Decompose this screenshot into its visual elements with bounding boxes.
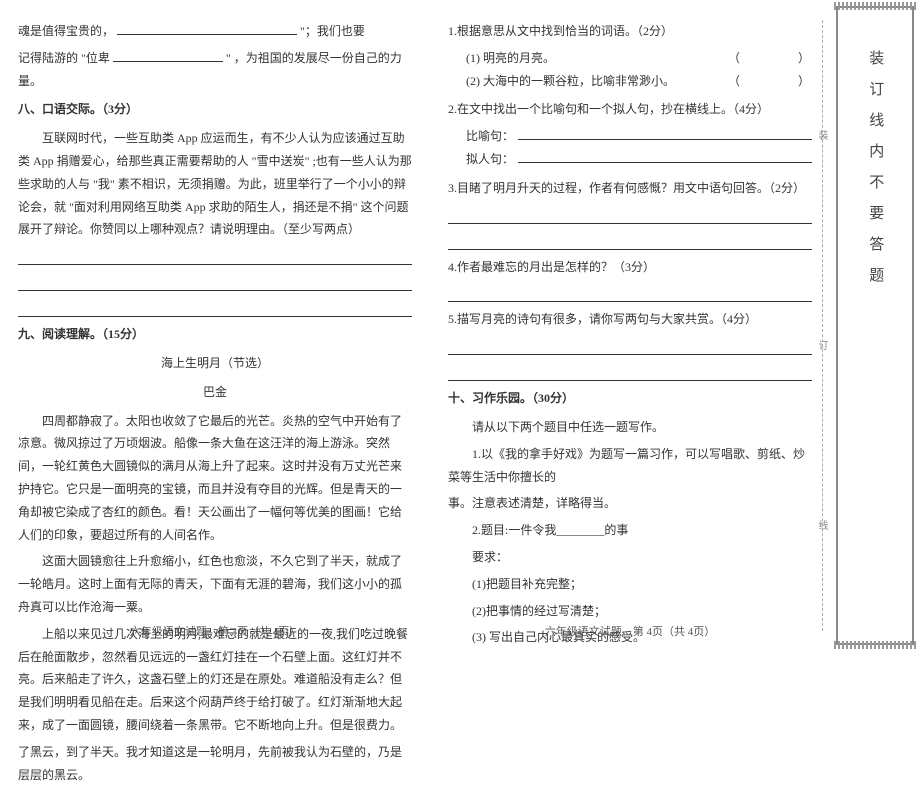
binding-border-box [836, 6, 914, 645]
q3-heading: 3.目睹了明月升天的过程，作者有何感慨？用文中语句回答。（2分） [448, 177, 812, 200]
fill-line-2: 记得陆游的 "位卑 " ，为祖国的发展尽一份自己的力量。 [18, 47, 412, 93]
answer-rule[interactable] [448, 335, 812, 355]
answer-rule[interactable] [448, 204, 812, 224]
blank-field[interactable] [113, 48, 223, 62]
answer-rule[interactable] [18, 245, 412, 265]
section-9-heading: 九、阅读理解。（15分） [18, 323, 412, 346]
binding-marker: 订 [812, 340, 831, 350]
answer-rule[interactable] [18, 271, 412, 291]
q1-item-1-text: (1) 明亮的月亮。 [466, 47, 555, 70]
section-10-heading: 十、习作乐园。（30分） [448, 387, 812, 410]
answer-rule[interactable] [18, 297, 412, 317]
q1-item-1: (1) 明亮的月亮。 （ ） [448, 47, 812, 70]
text-fragment: 魂是值得宝贵的， [18, 24, 114, 38]
topic-2-text: 2.题目:一件令我________的事 [472, 523, 628, 537]
section-8-body: 互联网时代，一些互助类 App 应运而生，有不少人认为应该通过互助类 App 捐… [18, 127, 412, 241]
page-footer-left: 六年级语文试题 第 3页（共 4页） [0, 622, 430, 643]
q5-heading: 5.描写月亮的诗句有很多，请你写两句与大家共赏。（4分） [448, 308, 812, 331]
q2-person-label: 拟人句： [466, 148, 514, 171]
answer-paren[interactable]: （ ） [728, 47, 812, 70]
topic-1-line-b: 事。注意表述清楚，详略得当。 [448, 492, 812, 515]
text-fragment: "；我们也要 [300, 24, 365, 38]
topic-2: 2.题目:一件令我________的事 [448, 519, 812, 542]
passage-author: 巴金 [18, 381, 412, 404]
answer-rule[interactable] [448, 361, 812, 381]
requirement-1: (1)把题目补充完整； [448, 573, 812, 596]
section-10-intro: 请从以下两个题目中任选一题写作。 [448, 416, 812, 439]
binding-strip: 装 订 线 装订线内不要答题 [830, 0, 920, 651]
requirement-2: (2)把事情的经过写清楚； [448, 600, 812, 623]
q2-heading: 2.在文中找出一个比喻句和一个拟人句，抄在横线上。（4分） [448, 98, 812, 121]
q1-item-2: (2) 大海中的一颗谷粒，比喻非常渺小。 （ ） [448, 70, 812, 93]
q1-heading: 1.根据意思从文中找到恰当的词语。（2分） [448, 20, 812, 43]
answer-rule[interactable] [448, 230, 812, 250]
q2-simile-label: 比喻句： [466, 125, 514, 148]
right-column: 1.根据意思从文中找到恰当的词语。（2分） (1) 明亮的月亮。 （ ） (2)… [430, 0, 830, 651]
q4-heading: 4.作者最难忘的月出是怎样的？（3分） [448, 256, 812, 279]
q1-item-2-text: (2) 大海中的一颗谷粒，比喻非常渺小。 [466, 70, 675, 93]
blank-field[interactable] [518, 126, 812, 140]
answer-rule[interactable] [448, 282, 812, 302]
section-8-heading: 八、口语交际。（3分） [18, 98, 412, 121]
answer-paren[interactable]: （ ） [728, 70, 812, 93]
passage-para-1: 四周都静寂了。太阳也收敛了它最后的光芒。炎热的空气中开始有了凉意。微风掠过了万顷… [18, 410, 412, 547]
requirements-label: 要求： [448, 546, 812, 569]
passage-title: 海上生明月（节选） [18, 352, 412, 375]
left-column: 魂是值得宝贵的， "；我们也要 记得陆游的 "位卑 " ，为祖国的发展尽一份自己… [0, 0, 430, 651]
blank-field[interactable] [518, 149, 812, 163]
text-fragment: 记得陆游的 "位卑 [18, 51, 110, 65]
binding-marker: 装 [812, 130, 831, 140]
topic-1-line-a: 1.以《我的拿手好戏》为题写一篇习作，可以写唱歌、剪纸、炒菜等生活中你擅长的 [448, 443, 812, 489]
binding-marker: 线 [812, 520, 831, 530]
binding-dashed-line [822, 20, 823, 631]
passage-para-4: 了黑云，到了半天。我才知道这是一轮明月，先前被我认为石壁的，乃是层层的黑云。 [18, 741, 412, 786]
q2-simile-row: 比喻句： [448, 125, 812, 148]
page-container: 魂是值得宝贵的， "；我们也要 记得陆游的 "位卑 " ，为祖国的发展尽一份自己… [0, 0, 920, 651]
passage-para-2: 这面大圆镜愈往上升愈缩小，红色也愈淡，不久它到了半天，就成了一轮皓月。这时上面有… [18, 550, 412, 618]
blank-field[interactable] [117, 21, 297, 35]
fill-line-1: 魂是值得宝贵的， "；我们也要 [18, 20, 412, 43]
page-footer-right: 六年级语文试题 第 4页（共 4页） [430, 622, 830, 643]
q2-person-row: 拟人句： [448, 148, 812, 171]
